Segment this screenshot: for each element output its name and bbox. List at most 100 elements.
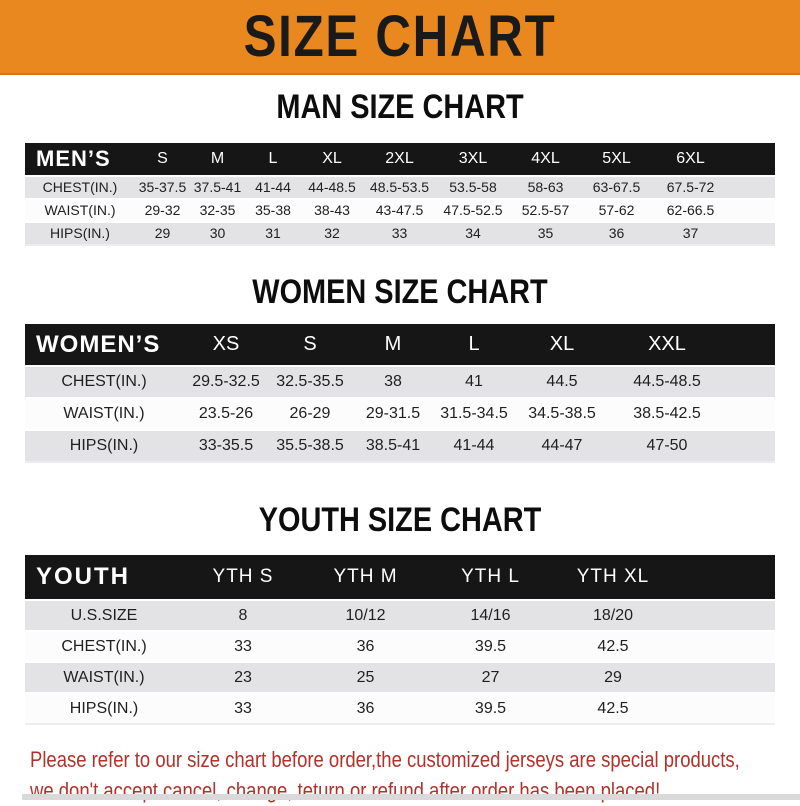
banner: SIZE CHART xyxy=(0,0,800,75)
value-cell: 32 xyxy=(301,220,363,246)
value-cell: 34.5-38.5 xyxy=(513,397,611,431)
value-cell: 38-43 xyxy=(301,197,363,222)
row-label: HIPS(IN.) xyxy=(25,692,183,726)
youth-size-table: YOUTH YTH S YTH M YTH L YTH XL U.S.SIZE 8 10/12… xyxy=(25,555,775,726)
column-header: XL xyxy=(513,324,611,367)
row-label: U.S.SIZE xyxy=(25,599,183,632)
row-label: HIPS(IN.) xyxy=(25,429,183,464)
column-header: YTH S xyxy=(183,555,303,601)
value-cell: 41-44 xyxy=(435,429,513,464)
column-header: 6XL xyxy=(652,142,775,176)
value-cell: 35-38 xyxy=(245,197,301,222)
value-cell: 37 xyxy=(652,220,775,246)
value-cell: 41-44 xyxy=(245,174,301,199)
column-header: YTH M xyxy=(303,555,428,601)
value-cell: 36 xyxy=(303,630,428,663)
value-cell: 25 xyxy=(303,661,428,694)
row-label: CHEST(IN.) xyxy=(25,630,183,663)
table-row: U.S.SIZE 8 10/12 14/16 18/20 xyxy=(25,599,775,632)
value-cell: 29-31.5 xyxy=(351,397,435,431)
value-cell: 33 xyxy=(183,692,303,726)
row-label: CHEST(IN.) xyxy=(25,174,135,199)
value-cell: 10/12 xyxy=(303,599,428,632)
footer-note-line-1: Please refer to our size chart before or… xyxy=(30,747,740,773)
value-cell: 35.5-38.5 xyxy=(269,429,351,464)
table-title: WOMEN’S xyxy=(25,324,183,367)
table-row: WAIST(IN.) 29-32 32-35 35-38 38-43 43-47.5 47.… xyxy=(25,197,775,222)
value-cell: 34 xyxy=(436,220,510,246)
value-cell: 39.5 xyxy=(428,630,553,663)
women-section-heading: WOMEN SIZE CHART xyxy=(252,272,548,311)
value-cell: 52.5-57 xyxy=(510,197,581,222)
value-cell: 53.5-58 xyxy=(436,174,510,199)
banner-title: SIZE CHART xyxy=(243,3,557,69)
value-cell: 33 xyxy=(363,220,436,246)
section-youth: YOUTH SIZE CHART YOUTH YTH S YTH M YTH L YTH… xyxy=(0,501,800,726)
section-women: WOMEN SIZE CHART WOMEN’S XS S M L XL XXL CHEST(… xyxy=(0,272,800,464)
row-label: CHEST(IN.) xyxy=(25,365,183,399)
value-cell: 48.5-53.5 xyxy=(363,174,436,199)
table-title: MEN’S xyxy=(25,142,135,176)
value-cell: 67.5-72 xyxy=(652,174,775,199)
column-header: S xyxy=(269,324,351,367)
row-label: WAIST(IN.) xyxy=(25,197,135,222)
value-cell: 23 xyxy=(183,661,303,694)
row-label: WAIST(IN.) xyxy=(25,661,183,694)
value-cell: 35-37.5 xyxy=(135,174,190,199)
size-table: WOMEN’S XS S M L XL XXL CHEST(IN.) 29.5-32.5 32.5… xyxy=(25,324,775,464)
value-cell: 44-47 xyxy=(513,429,611,464)
column-header: YTH L xyxy=(428,555,553,601)
size-table: MEN’S S M L XL 2XL 3XL 4XL 5XL 6XL CHEST(IN.) 35-37… xyxy=(25,142,775,246)
footer-note-line-2: we don't accept cancel, change, teturn o… xyxy=(30,778,661,804)
value-cell: 8 xyxy=(183,599,303,632)
size-table: YOUTH YTH S YTH M YTH L YTH XL U.S.SIZE 8 10/12… xyxy=(25,555,775,726)
value-cell: 33 xyxy=(183,630,303,663)
table-row: WAIST(IN.) 23.5-26 26-29 29-31.5 31.5-34.5 34… xyxy=(25,397,775,431)
men-size-table: MEN’S S M L XL 2XL 3XL 4XL 5XL 6XL CHEST(IN.) 35-37… xyxy=(25,142,775,246)
table-title: YOUTH xyxy=(25,555,183,601)
value-cell: 30 xyxy=(190,220,245,246)
row-label: HIPS(IN.) xyxy=(25,220,135,246)
column-header: 4XL xyxy=(510,142,581,176)
value-cell: 42.5 xyxy=(553,692,775,726)
column-header: YTH XL xyxy=(553,555,775,601)
value-cell: 29 xyxy=(553,661,775,694)
men-section-heading: MAN SIZE CHART xyxy=(276,88,524,126)
header-row: YOUTH YTH S YTH M YTH L YTH XL xyxy=(25,555,775,601)
column-header: 2XL xyxy=(363,142,436,176)
value-cell: 63-67.5 xyxy=(581,174,652,199)
column-header: L xyxy=(435,324,513,367)
value-cell: 38.5-41 xyxy=(351,429,435,464)
value-cell: 38.5-42.5 xyxy=(611,397,775,431)
row-label: WAIST(IN.) xyxy=(25,397,183,431)
column-header: 5XL xyxy=(581,142,652,176)
table-row: HIPS(IN.) 33-35.5 35.5-38.5 38.5-41 41-44 44-… xyxy=(25,429,775,464)
value-cell: 44.5-48.5 xyxy=(611,365,775,399)
youth-section-heading: YOUTH SIZE CHART xyxy=(258,501,542,540)
value-cell: 44-48.5 xyxy=(301,174,363,199)
column-header: L xyxy=(245,142,301,176)
value-cell: 33-35.5 xyxy=(183,429,269,464)
value-cell: 31.5-34.5 xyxy=(435,397,513,431)
table-row: CHEST(IN.) 29.5-32.5 32.5-35.5 38 41 44.5 44.5… xyxy=(25,365,775,399)
column-header: XL xyxy=(301,142,363,176)
value-cell: 23.5-26 xyxy=(183,397,269,431)
value-cell: 26-29 xyxy=(269,397,351,431)
column-header: M xyxy=(351,324,435,367)
value-cell: 39.5 xyxy=(428,692,553,726)
women-size-table: WOMEN’S XS S M L XL XXL CHEST(IN.) 29.5-32.5 32.5… xyxy=(25,324,775,464)
value-cell: 38 xyxy=(351,365,435,399)
value-cell: 37.5-41 xyxy=(190,174,245,199)
header-row: WOMEN’S XS S M L XL XXL xyxy=(25,324,775,367)
table-row: HIPS(IN.) 33 36 39.5 42.5 xyxy=(25,692,775,726)
value-cell: 32-35 xyxy=(190,197,245,222)
value-cell: 44.5 xyxy=(513,365,611,399)
value-cell: 58-63 xyxy=(510,174,581,199)
table-row: HIPS(IN.) 29 30 31 32 33 34 35 36 37 xyxy=(25,220,775,246)
header-row: MEN’S S M L XL 2XL 3XL 4XL 5XL 6XL xyxy=(25,142,775,176)
value-cell: 29-32 xyxy=(135,197,190,222)
column-header: XS xyxy=(183,324,269,367)
column-header: XXL xyxy=(611,324,775,367)
value-cell: 47-50 xyxy=(611,429,775,464)
